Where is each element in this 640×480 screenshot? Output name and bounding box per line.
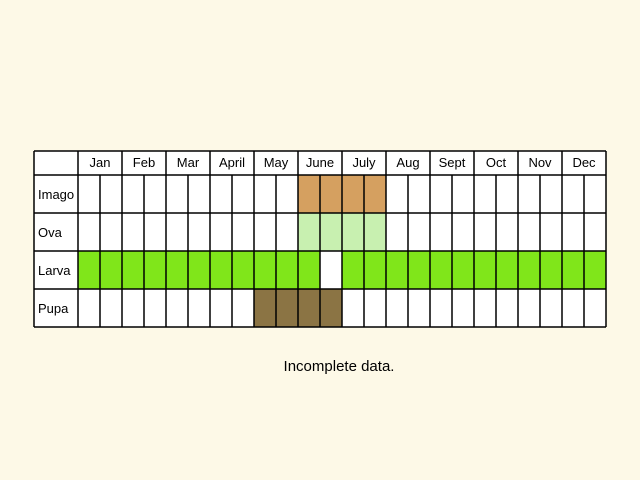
month-label-may: May (264, 155, 289, 170)
cell-imago-period-12 (320, 175, 342, 213)
cell-pupa-period-12 (320, 289, 342, 327)
cell-larva-period-1 (78, 251, 100, 289)
cell-larva-period-7 (210, 251, 232, 289)
cell-larva-period-5 (166, 251, 188, 289)
cell-larva-period-19 (474, 251, 496, 289)
cell-ova-period-14 (364, 213, 386, 251)
stage-label-pupa: Pupa (38, 301, 69, 316)
cell-larva-period-2 (100, 251, 122, 289)
cell-larva-period-22 (540, 251, 562, 289)
stage-label-imago: Imago (38, 187, 74, 202)
stage-label-larva: Larva (38, 263, 71, 278)
cell-larva-period-20 (496, 251, 518, 289)
month-label-april: April (219, 155, 245, 170)
cell-ova-period-11 (298, 213, 320, 251)
cell-larva-period-23 (562, 251, 584, 289)
month-label-oct: Oct (486, 155, 507, 170)
cell-imago-period-11 (298, 175, 320, 213)
month-label-july: July (352, 155, 376, 170)
month-label-nov: Nov (528, 155, 552, 170)
cell-larva-period-14 (364, 251, 386, 289)
cell-larva-period-15 (386, 251, 408, 289)
cell-pupa-period-9 (254, 289, 276, 327)
cell-pupa-period-11 (298, 289, 320, 327)
month-label-dec: Dec (572, 155, 596, 170)
cell-ova-period-13 (342, 213, 364, 251)
month-label-sept: Sept (439, 155, 466, 170)
cell-larva-period-10 (276, 251, 298, 289)
cell-larva-period-9 (254, 251, 276, 289)
month-label-aug: Aug (396, 155, 419, 170)
cell-larva-period-16 (408, 251, 430, 289)
month-label-mar: Mar (177, 155, 200, 170)
stage-label-ova: Ova (38, 225, 63, 240)
cell-larva-period-8 (232, 251, 254, 289)
cell-pupa-period-10 (276, 289, 298, 327)
cell-larva-period-17 (430, 251, 452, 289)
cell-ova-period-12 (320, 213, 342, 251)
cell-larva-period-6 (188, 251, 210, 289)
cell-larva-period-24 (584, 251, 606, 289)
cell-larva-period-13 (342, 251, 364, 289)
month-label-jan: Jan (90, 155, 111, 170)
month-label-feb: Feb (133, 155, 155, 170)
month-label-june: June (306, 155, 334, 170)
cell-larva-period-18 (452, 251, 474, 289)
cell-larva-period-11 (298, 251, 320, 289)
footnote: Incomplete data. (283, 358, 395, 375)
cell-larva-period-21 (518, 251, 540, 289)
cell-larva-period-3 (122, 251, 144, 289)
cell-larva-period-4 (144, 251, 166, 289)
cell-imago-period-13 (342, 175, 364, 213)
cell-imago-period-14 (364, 175, 386, 213)
